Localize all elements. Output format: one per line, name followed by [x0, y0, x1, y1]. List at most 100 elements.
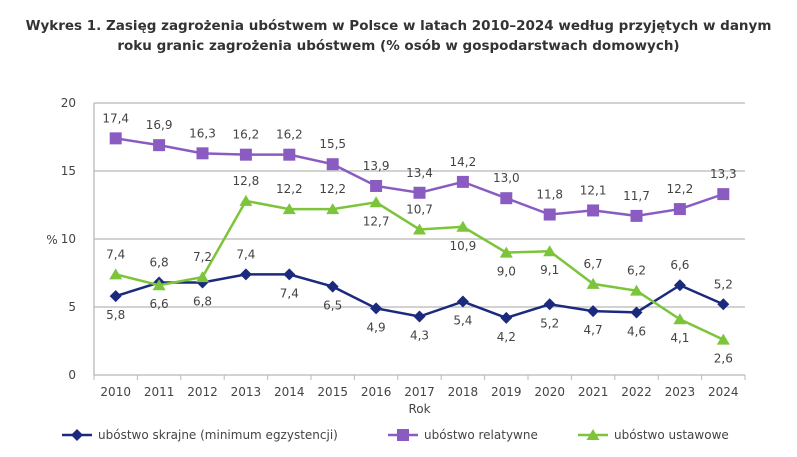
data-label: 12,7	[363, 214, 390, 228]
data-point	[282, 203, 296, 215]
data-point	[500, 311, 513, 324]
data-point	[717, 188, 730, 201]
data-point	[500, 192, 513, 205]
data-point	[587, 305, 600, 318]
x-tick-label: 2010	[100, 385, 131, 399]
data-point	[196, 271, 209, 283]
data-label: 9,0	[497, 265, 516, 279]
x-tick-label: 2016	[361, 385, 392, 399]
data-label: 13,3	[710, 167, 737, 181]
data-label: 4,6	[627, 324, 646, 338]
data-point	[456, 220, 470, 232]
data-label: 17,4	[102, 111, 129, 125]
y-axis-label: %	[46, 233, 57, 247]
data-point	[370, 302, 383, 315]
x-tick-label: 2017	[404, 385, 435, 399]
data-point	[239, 194, 253, 206]
data-point	[370, 179, 383, 192]
y-tick-label: 20	[61, 96, 76, 110]
title-line-1: Wykres 1. Zasięg zagrożenia ubóstwem w P…	[25, 18, 772, 34]
data-label: 5,2	[540, 316, 559, 330]
data-label: 15,5	[319, 137, 346, 151]
x-tick-label: 2014	[274, 385, 305, 399]
data-point	[326, 203, 340, 215]
data-point	[499, 246, 513, 258]
legend-marker	[71, 429, 83, 441]
data-point	[152, 279, 166, 291]
data-label: 10,7	[406, 202, 433, 216]
data-point	[630, 209, 643, 222]
data-point	[283, 268, 296, 281]
data-label: 4,7	[584, 323, 603, 337]
data-label: 5,2	[714, 277, 733, 291]
data-label: 6,5	[323, 299, 342, 313]
data-point	[456, 175, 469, 188]
data-label: 16,2	[233, 128, 260, 142]
data-point	[239, 148, 252, 161]
data-point	[109, 268, 123, 280]
data-point	[109, 132, 122, 145]
data-label: 13,9	[363, 159, 390, 173]
data-label: 13,0	[493, 171, 520, 185]
data-point	[543, 298, 556, 311]
data-label: 6,7	[584, 257, 603, 271]
x-tick-label: 2022	[621, 385, 652, 399]
data-label: 16,9	[146, 118, 173, 132]
data-label: 7,4	[280, 286, 299, 300]
data-point	[413, 223, 426, 235]
x-tick-label: 2024	[708, 385, 739, 399]
x-tick-label: 2013	[231, 385, 262, 399]
data-label: 14,2	[450, 155, 477, 169]
data-point	[153, 139, 166, 152]
data-label: 12,1	[580, 183, 607, 197]
x-tick-label: 2012	[187, 385, 218, 399]
data-label: 7,2	[193, 250, 212, 264]
data-point	[630, 284, 643, 296]
data-label: 12,2	[667, 182, 694, 196]
data-label: 6,2	[627, 264, 646, 278]
data-label: 4,1	[670, 331, 689, 345]
y-tick-label: 5	[68, 300, 76, 314]
x-tick-label: 2019	[491, 385, 522, 399]
title-line-2: roku granic zagrożenia ubóstwem (% osób …	[117, 38, 680, 54]
data-label: 11,8	[536, 188, 563, 202]
data-point	[586, 277, 600, 289]
legend-entry: ubóstwo skrajne (minimum egzystencji)	[98, 428, 338, 442]
data-label: 12,8	[233, 174, 260, 188]
x-axis-label: Rok	[408, 402, 430, 416]
data-point	[630, 306, 643, 319]
data-label: 6,8	[193, 295, 212, 309]
data-label: 5,8	[106, 308, 125, 322]
data-label: 11,7	[623, 189, 650, 203]
data-label: 7,4	[106, 247, 125, 261]
data-point	[283, 148, 296, 161]
data-point	[326, 158, 339, 171]
data-point	[413, 186, 426, 199]
data-point	[456, 295, 469, 308]
data-label: 4,9	[367, 320, 386, 334]
data-label: 4,3	[410, 329, 429, 343]
legend-marker	[586, 429, 600, 440]
data-point	[369, 196, 383, 208]
data-label: 16,2	[276, 128, 303, 142]
data-point	[543, 208, 556, 221]
data-label: 6,8	[150, 256, 169, 270]
data-label: 9,1	[540, 263, 559, 277]
data-label: 7,4	[236, 247, 255, 261]
y-tick-label: 10	[61, 232, 76, 246]
data-point	[326, 280, 339, 293]
x-tick-label: 2021	[578, 385, 609, 399]
data-label: 12,2	[276, 182, 303, 196]
data-label: 6,6	[670, 258, 689, 272]
data-label: 6,6	[150, 297, 169, 311]
data-point	[587, 204, 600, 217]
data-label: 4,2	[497, 330, 516, 344]
data-point	[673, 279, 686, 292]
data-point	[543, 245, 557, 257]
data-point	[413, 310, 426, 323]
data-point	[673, 203, 686, 216]
y-tick-label: 15	[61, 164, 76, 178]
y-tick-label: 0	[68, 368, 76, 382]
data-label: 16,3	[189, 126, 216, 140]
